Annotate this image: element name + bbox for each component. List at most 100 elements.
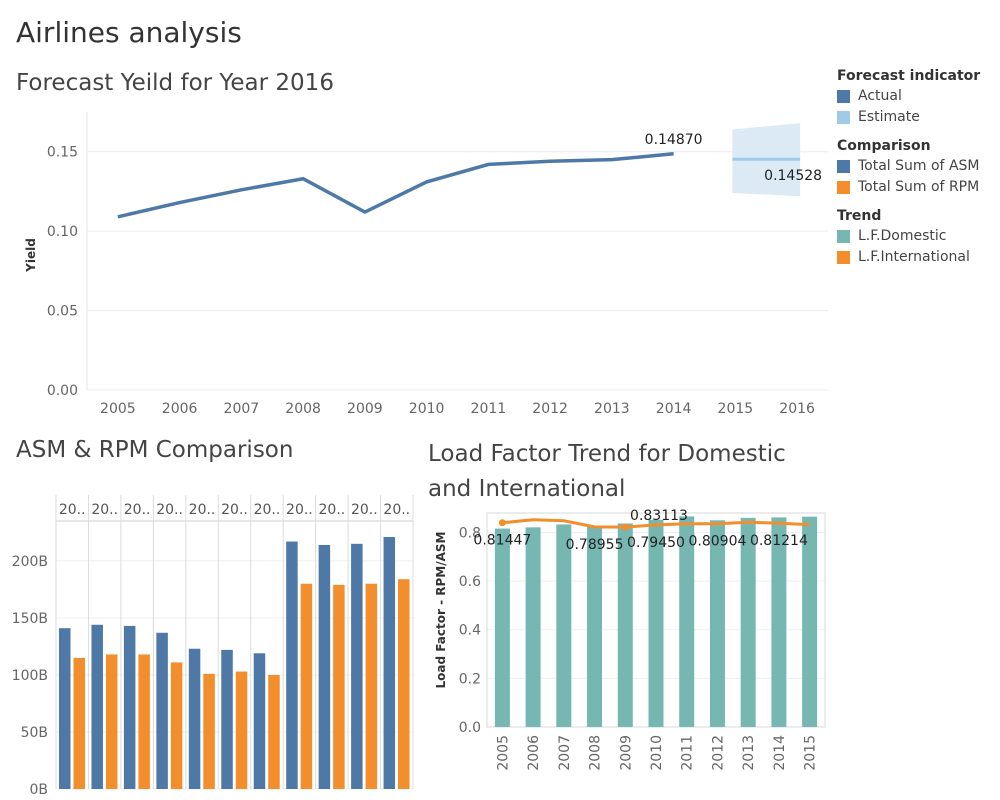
x-tick-label: 2008 <box>285 401 321 417</box>
asm-rpm-chart-title: ASM & RPM Comparison <box>16 437 294 463</box>
international-point <box>621 523 629 531</box>
domestic-bar <box>740 517 756 727</box>
legend-heading: Forecast indicator <box>837 68 981 84</box>
x-tick-label: 2005 <box>495 735 511 771</box>
legend-item[interactable]: Actual <box>837 86 997 107</box>
actual-yield-line <box>117 152 674 219</box>
legend-swatch <box>837 181 850 194</box>
x-tick-label: 2010 <box>409 401 445 417</box>
legend-label: Actual <box>858 88 902 104</box>
column-header: 20.. <box>91 502 118 518</box>
legend-label: Estimate <box>858 109 920 125</box>
data-label: 0.14528 <box>764 168 822 184</box>
asm-bar <box>156 632 168 789</box>
domestic-bar <box>648 519 664 727</box>
y-tick-label: 0.05 <box>47 304 78 320</box>
legend-item[interactable]: Estimate <box>837 107 997 128</box>
domestic-bar <box>709 520 725 727</box>
y-tick-label: 200B <box>12 554 48 570</box>
x-tick-label: 2006 <box>526 735 542 771</box>
x-tick-label: 2012 <box>532 401 568 417</box>
x-tick-label: 2005 <box>100 401 136 417</box>
data-label: 0.81214 <box>750 533 808 549</box>
asm-bar <box>123 625 136 789</box>
rpm-bar <box>268 674 280 789</box>
legend-item[interactable]: L.F.International <box>837 247 997 268</box>
x-tick-label: 2008 <box>588 735 604 771</box>
x-tick-label: 2013 <box>594 401 630 417</box>
legend-swatch <box>837 251 850 264</box>
column-header: 20.. <box>124 502 151 518</box>
domestic-bar <box>525 527 541 727</box>
domestic-bar <box>556 524 572 727</box>
legend-swatch <box>837 160 850 173</box>
domestic-bar <box>802 516 818 727</box>
legend-heading: Comparison <box>837 138 931 154</box>
rpm-bar <box>333 584 345 789</box>
asm-bar <box>221 649 233 789</box>
legend-heading: Trend <box>837 208 882 224</box>
x-tick-label: 2011 <box>471 401 507 417</box>
legend-label: Total Sum of ASM <box>858 158 980 174</box>
column-header: 20.. <box>189 502 216 518</box>
asm-bar <box>351 543 363 789</box>
data-label: 0.79450 <box>627 535 685 551</box>
x-tick-label: 2012 <box>710 735 726 771</box>
rpm-bar <box>365 583 378 789</box>
y-tick-label: 0.0 <box>459 720 481 736</box>
column-header: 20.. <box>254 502 281 518</box>
x-tick-label: 2007 <box>224 401 260 417</box>
international-line <box>502 518 810 529</box>
legend-label: L.F.Domestic <box>858 228 947 244</box>
x-tick-label: 2015 <box>718 401 754 417</box>
asm-bar <box>91 624 103 789</box>
rpm-bar <box>235 671 248 789</box>
forecast-chart-title: Forecast Yeild for Year 2016 <box>16 70 334 96</box>
y-tick-label: 0.8 <box>459 525 481 541</box>
legend-swatch <box>837 90 850 103</box>
legend-item[interactable]: Total Sum of ASM <box>837 156 997 177</box>
data-label: 0.83113 <box>630 508 688 524</box>
domestic-bar <box>771 517 787 727</box>
domestic-bar <box>494 528 510 727</box>
data-label: 0.78955 <box>566 537 624 553</box>
international-point <box>498 519 506 527</box>
column-header: 20.. <box>383 502 410 518</box>
domestic-bar <box>587 526 603 727</box>
x-tick-label: 2010 <box>649 735 665 771</box>
y-tick-label: 0.6 <box>459 574 481 590</box>
load-factor-chart[interactable]: Load Factor - RPM/ASM 0.0 0.2 0.4 0.6 0.8 200… <box>425 505 840 800</box>
legend-label: L.F.International <box>858 249 970 265</box>
rpm-bar <box>138 654 150 789</box>
domestic-bar <box>679 516 695 727</box>
x-tick-label: 2009 <box>347 401 383 417</box>
legend-swatch <box>837 111 850 124</box>
x-tick-label: 2016 <box>779 401 815 417</box>
column-header: 20.. <box>286 502 313 518</box>
y-tick-label: 50B <box>21 725 48 741</box>
y-tick-label: 150B <box>12 611 48 627</box>
rpm-bar <box>73 657 85 789</box>
asm-bar <box>253 653 266 789</box>
y-tick-label: 0B <box>29 782 48 798</box>
column-header: 20.. <box>319 502 346 518</box>
x-tick-label: 2011 <box>680 735 696 771</box>
data-label: 0.80904 <box>689 534 747 550</box>
legend-swatch <box>837 230 850 243</box>
column-header: 20.. <box>59 502 86 518</box>
asm-bar <box>383 536 396 789</box>
x-tick-label: 2006 <box>162 401 198 417</box>
legend-panel: Forecast indicator Actual Estimate Comparis… <box>837 66 997 268</box>
x-tick-label: 2009 <box>618 735 634 771</box>
rpm-bar <box>105 654 118 789</box>
column-header: 20.. <box>351 502 378 518</box>
legend-item[interactable]: Total Sum of RPM <box>837 177 997 198</box>
column-header: 20.. <box>221 502 248 518</box>
rpm-bar <box>300 583 313 789</box>
legend-item[interactable]: L.F.Domestic <box>837 226 997 247</box>
data-label: 0.81447 <box>473 533 531 549</box>
asm-rpm-chart[interactable]: 0B 50B 100B 150B 200B 20.. 20.. 20.. 20.. 20.. 20.… <box>0 483 420 800</box>
rpm-bar <box>170 662 183 789</box>
asm-bar <box>286 541 298 789</box>
forecast-yield-chart[interactable]: Yield 0.00 0.05 0.10 0.15 2005 2006 2007 2008 20… <box>0 100 835 430</box>
